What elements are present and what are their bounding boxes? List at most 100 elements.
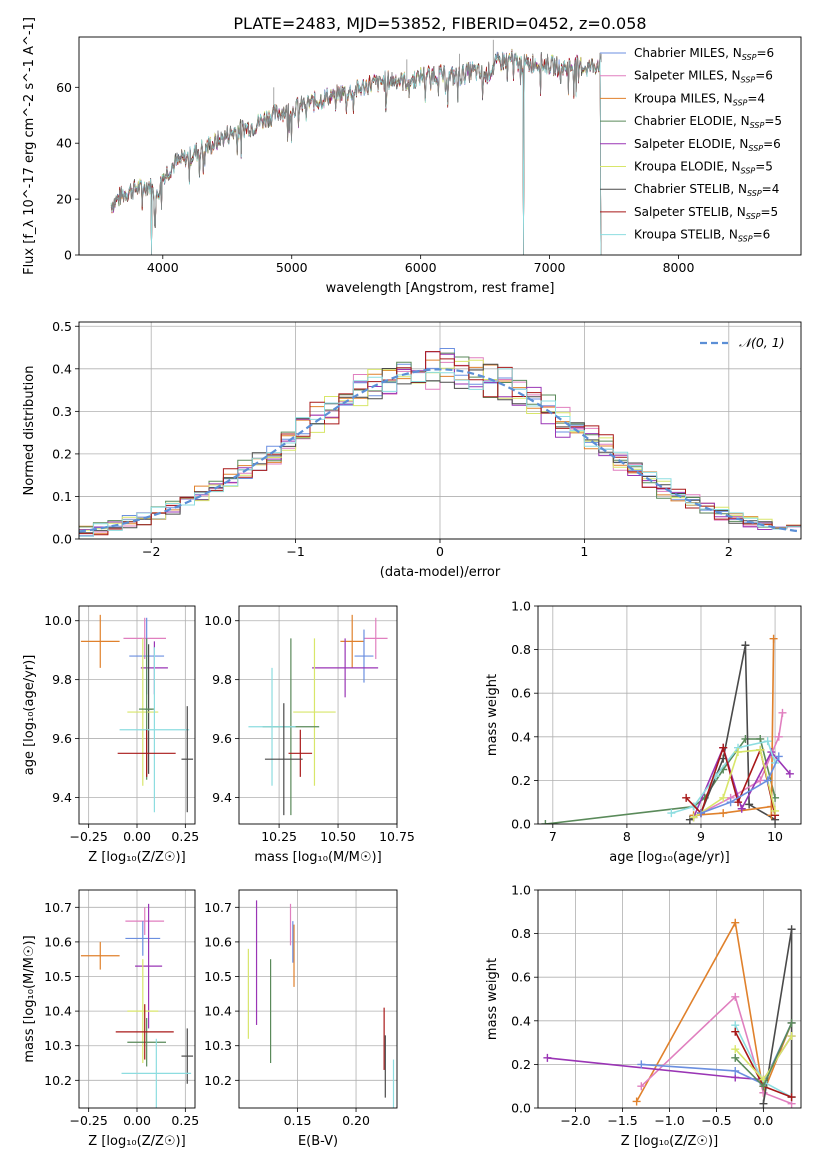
- tick-label-y: 9.6: [212, 731, 232, 746]
- plot-area-massweight-vs-z: [543, 918, 796, 1108]
- plot-area-age-vs-mass: [248, 614, 388, 816]
- legend-subscript: SSP: [738, 235, 753, 244]
- marker: [719, 743, 728, 752]
- tick-label-y: 10.0: [44, 613, 72, 628]
- y-axis-label: age [log₁₀(age/yr)]: [22, 655, 37, 776]
- tick-label-y: 9.6: [52, 731, 72, 746]
- marker: [731, 1066, 740, 1075]
- errorbar-kroupa-elodie: [293, 638, 336, 786]
- tick-label-y: 0.0: [511, 1101, 531, 1116]
- errorbar-salpeter-stelib: [117, 729, 176, 777]
- legend-entry: Kroupa MILES, NSSP=4: [634, 91, 765, 107]
- legend-entry: Chabrier MILES, NSSP=6: [634, 46, 774, 62]
- tick-label-y: 10.6: [204, 934, 232, 949]
- marker: [785, 769, 794, 778]
- tick-label-y: 1.0: [511, 883, 531, 898]
- errorbar-salpeter-miles: [123, 617, 166, 660]
- tick-label-y: 9.4: [52, 790, 72, 805]
- errorbar-kroupa-miles: [80, 614, 120, 668]
- panel-spectrum: 4000 5000 6000 7000 8000 0 20 40 60 wavelength [A…: [22, 17, 802, 296]
- marker: [689, 813, 698, 822]
- axes-frame: [238, 889, 398, 1109]
- legend-entry: Salpeter MILES, NSSP=6: [634, 69, 773, 85]
- legend-entry: Salpeter ELODIE, NSSP=6: [634, 137, 781, 153]
- legend-text: Salpeter MILES, N: [634, 69, 741, 83]
- legend-entry: Salpeter STELIB, NSSP=5: [634, 205, 778, 221]
- tick-label-x: 9: [697, 829, 705, 844]
- y-axis-label: mass [log₁₀(M/M☉)]: [22, 935, 37, 1062]
- tick-label-y: 0: [64, 248, 72, 263]
- tick-label-y: 0.4: [52, 361, 72, 376]
- tick-label-x: 10: [767, 829, 783, 844]
- plot-area-mass-vs-z: [80, 903, 194, 1108]
- tick-label-x: 0.20: [342, 1113, 370, 1128]
- legend-subscript: SSP: [747, 189, 762, 198]
- marker: [759, 1082, 768, 1091]
- tick-label-y: 60: [56, 80, 72, 95]
- legend-count: =6: [755, 69, 773, 83]
- legend-count: =6: [756, 46, 774, 60]
- marker: [741, 641, 750, 650]
- legend-entry: Kroupa ELODIE, NSSP=5: [634, 160, 773, 176]
- panel-age-vs-z: −0.25 0.00 0.25 9.4 9.6 9.8 10.0 Z [log₁₀(Z/Z☉)…: [22, 605, 199, 865]
- tick-label-y: 10.0: [204, 613, 232, 628]
- grid-mass-vs-ebv: [239, 890, 397, 1108]
- tick-label-x: 0.15: [284, 1113, 312, 1128]
- legend-count: =4: [762, 182, 780, 196]
- marker: [774, 732, 783, 741]
- tick-label-y: 0.2: [52, 446, 72, 461]
- normal-curve: [79, 368, 801, 533]
- tick-label-y: 0.5: [52, 319, 72, 334]
- tick-label-y: 0.6: [511, 686, 531, 701]
- x-axis-label: Z [log₁₀(Z/Z☉)]: [621, 1134, 718, 1149]
- legend-residuals: 𝒩(0, 1): [700, 335, 785, 350]
- marker: [632, 1097, 641, 1106]
- tick-label-y: 10.2: [44, 1073, 72, 1088]
- marker: [787, 1093, 796, 1102]
- tick-label-x: 1: [580, 544, 588, 559]
- tick-label-x: −1.0: [654, 1113, 684, 1128]
- tick-label-x: 8: [623, 829, 631, 844]
- panel-residuals: −2 −1 0 1 2 0.0 0.1 0.2 0.3 0.4 0.5 (data-model)/er…: [22, 319, 802, 580]
- x-axis-label: E(B-V): [298, 1134, 338, 1149]
- errorbar-kroupa-stelib: [121, 1038, 192, 1108]
- marker: [771, 806, 780, 815]
- grid-age-vs-z: [79, 606, 195, 824]
- legend-entry: Chabrier STELIB, NSSP=4: [634, 182, 779, 198]
- tick-label-y: 9.8: [52, 672, 72, 687]
- errorbar-chabrier-stelib: [264, 703, 303, 816]
- marker: [787, 1032, 796, 1041]
- marker: [637, 1060, 646, 1069]
- tick-label-y: 0.3: [52, 404, 72, 419]
- tick-label-x: 10.75: [379, 829, 415, 844]
- legend-subscript: SSP: [733, 98, 748, 107]
- tick-label-x: −1: [286, 544, 304, 559]
- x-axis-label: Z [log₁₀(Z/Z☉)]: [88, 1134, 185, 1149]
- tick-label-y: 10.3: [204, 1038, 232, 1053]
- errorbar-chabrier-elodie: [127, 1018, 166, 1067]
- tick-label-x: 2: [725, 544, 733, 559]
- errorbar-chabrier-stelib: [181, 1028, 194, 1084]
- x-axis-label: (data-model)/error: [380, 565, 501, 580]
- tick-label-x: 8000: [663, 260, 695, 275]
- legend-subscript: SSP: [750, 121, 765, 130]
- errorbar-salpeter-miles: [363, 617, 388, 660]
- tick-label-y: 9.8: [212, 672, 232, 687]
- marker: [734, 798, 743, 807]
- tick-label-y: 0.0: [52, 532, 72, 547]
- errorbar-salpeter-stelib: [288, 729, 313, 777]
- legend-count: =5: [755, 160, 773, 174]
- tick-label-x: −2.0: [560, 1113, 590, 1128]
- panel-massweight-vs-age: 7 8 9 10 0.0 0.2 0.4 0.6 0.8 1.0 age [log₁₀(age/yr…: [485, 599, 802, 865]
- tick-label-y: 0.2: [511, 1057, 531, 1072]
- figure-title: PLATE=2483, MJD=53852, FIBERID=0452, z=0…: [233, 14, 646, 33]
- tick-label-y: 0.6: [511, 970, 531, 985]
- marker: [756, 734, 765, 743]
- legend-count: =5: [764, 114, 782, 128]
- series-chabrier-miles: [700, 756, 780, 814]
- tick-label-y: 0.1: [52, 489, 72, 504]
- marker: [787, 1018, 796, 1027]
- tick-label-y: 0.4: [511, 729, 531, 744]
- errorbar-salpeter-elodie: [135, 903, 163, 1029]
- y-axis-label: mass weight: [485, 674, 500, 756]
